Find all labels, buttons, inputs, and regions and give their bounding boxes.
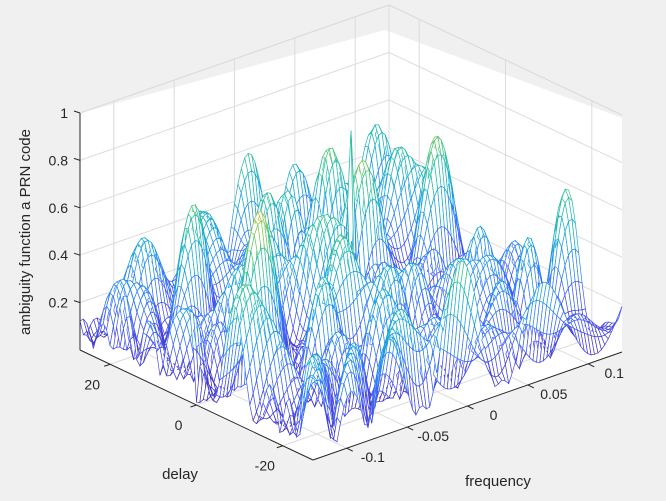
top-edge: [79, 4, 390, 114]
mesh-surface: [79, 123, 623, 443]
top-edge: [388, 4, 623, 116]
